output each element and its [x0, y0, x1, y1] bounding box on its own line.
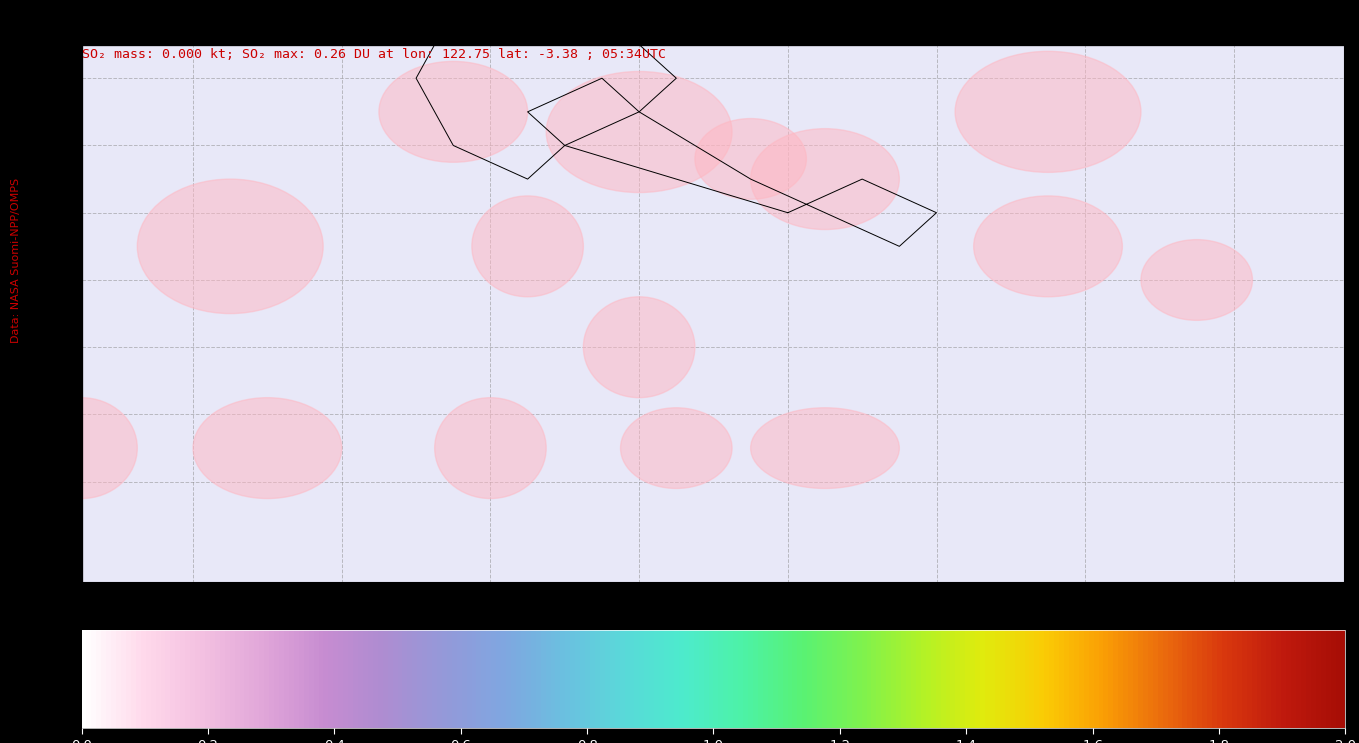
Text: Data: NASA Suomi-NPP/OMPS: Data: NASA Suomi-NPP/OMPS [11, 178, 20, 343]
Text: Suomi NPP/OMPS - 02/19/2025 03:53-05:34 UT: Suomi NPP/OMPS - 02/19/2025 03:53-05:34 … [451, 26, 908, 44]
Ellipse shape [955, 51, 1142, 172]
Ellipse shape [26, 398, 137, 499]
Text: SO₂ mass: 0.000 kt; SO₂ max: 0.26 DU at lon: 122.75 lat: -3.38 ; 05:34UTC: SO₂ mass: 0.000 kt; SO₂ max: 0.26 DU at … [82, 48, 666, 61]
Ellipse shape [621, 408, 733, 488]
Ellipse shape [379, 62, 527, 162]
Ellipse shape [583, 296, 694, 398]
Ellipse shape [546, 71, 733, 192]
Ellipse shape [1142, 240, 1253, 320]
Ellipse shape [472, 196, 583, 296]
Ellipse shape [973, 196, 1123, 296]
Ellipse shape [193, 398, 341, 499]
Ellipse shape [137, 179, 323, 314]
Ellipse shape [694, 119, 806, 199]
Ellipse shape [750, 408, 900, 488]
Ellipse shape [750, 129, 900, 230]
Ellipse shape [435, 398, 546, 499]
